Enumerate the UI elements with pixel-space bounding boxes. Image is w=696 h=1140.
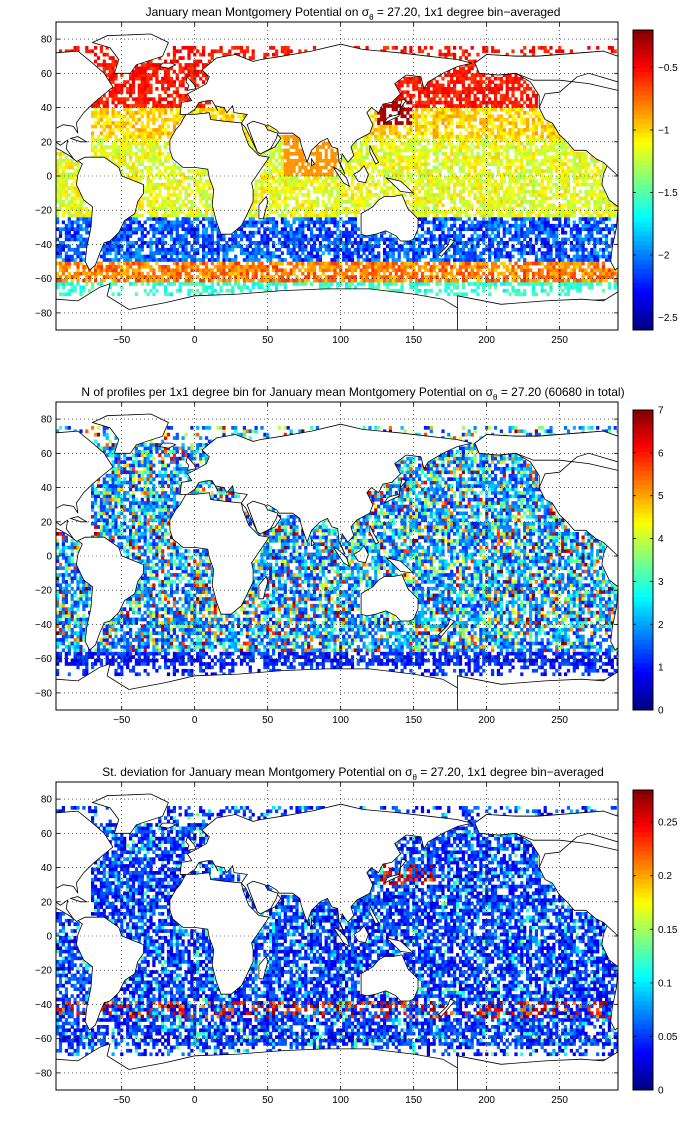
y-tick-label: 80: [41, 415, 53, 426]
y-tick-label: −80: [35, 1068, 52, 1079]
y-tick-label: 60: [41, 829, 53, 840]
chart-title: N of profiles per 1x1 degree bin for Jan…: [81, 385, 624, 402]
y-tick-label: −40: [35, 1000, 52, 1011]
chart-montgomery-potential: January mean Montgomery Potential on σθ …: [35, 5, 678, 346]
colorbar-tick-label: 0: [658, 1086, 664, 1097]
x-tick-label: −50: [113, 1095, 130, 1106]
y-tick-label: 0: [46, 172, 52, 183]
chart-title-tail: = 27.20 (60680 in total): [498, 385, 625, 399]
y-tick-label: 20: [41, 517, 53, 528]
grid-lines: [56, 402, 618, 710]
colorbar-tick-label: 0.2: [658, 871, 672, 882]
x-tick-label: 200: [478, 715, 495, 726]
y-tick-label: −60: [35, 1034, 52, 1045]
x-tick-label: −50: [113, 715, 130, 726]
grid-lines: [56, 22, 618, 330]
colorbar-tick-label: 1: [658, 663, 664, 674]
y-tick-label: −40: [35, 620, 52, 631]
chart-title-main: January mean Montgomery Potential on σ: [146, 5, 370, 19]
y-tick-label: −20: [35, 586, 52, 597]
y-tick-label: 20: [41, 137, 53, 148]
chart-title: January mean Montgomery Potential on σθ …: [146, 5, 561, 22]
y-tick-label: 80: [41, 795, 53, 806]
y-tick-label: 60: [41, 69, 53, 80]
colorbar-tick-label: −1: [658, 126, 670, 137]
x-tick-label: 150: [405, 335, 422, 346]
colorbar-tick-label: 0: [658, 706, 664, 717]
colorbar-tick-label: 4: [658, 534, 664, 545]
chart-standard-deviation: St. deviation for January mean Montgomer…: [35, 765, 678, 1106]
x-tick-label: 200: [478, 335, 495, 346]
coastlines: [56, 33, 618, 330]
y-tick-label: −80: [35, 688, 52, 699]
colorbar-tick-label: −2.5: [658, 313, 678, 324]
colorbar-tick-label: 7: [658, 406, 664, 417]
chart-title-main: N of profiles per 1x1 degree bin for Jan…: [81, 385, 493, 399]
x-tick-label: 250: [551, 335, 568, 346]
x-tick-label: 100: [332, 335, 349, 346]
panel-standard-deviation: St. deviation for January mean Montgomer…: [0, 760, 696, 1140]
panel-montgomery-potential: January mean Montgomery Potential on σθ …: [0, 0, 696, 380]
y-tick-label: 60: [41, 449, 53, 460]
colorbar-tick-label: 0.05: [658, 1032, 678, 1043]
chart-title-subscript: θ: [369, 13, 374, 22]
x-tick-label: 200: [478, 1095, 495, 1106]
y-tick-label: 40: [41, 863, 53, 874]
y-tick-label: −40: [35, 240, 52, 251]
y-tick-label: −20: [35, 206, 52, 217]
x-tick-label: 0: [192, 335, 198, 346]
y-tick-label: −20: [35, 966, 52, 977]
colorbar: 7 6 5 4 3 2 1 0: [632, 406, 664, 717]
x-tick-label: 150: [405, 1095, 422, 1106]
colorbar-tick-label: −0.5: [658, 63, 678, 74]
y-tick-label: 0: [46, 552, 52, 563]
colorbar-tick-label: −1.5: [658, 188, 678, 199]
colorbar-tick-label: 0.15: [658, 925, 678, 936]
colorbar-tick-label: 2: [658, 620, 664, 631]
x-tick-label: 150: [405, 715, 422, 726]
chart-title: St. deviation for January mean Montgomer…: [102, 765, 604, 782]
colorbar-tick-label: 5: [658, 491, 664, 502]
grid-lines: [56, 782, 618, 1090]
x-tick-label: 250: [551, 1095, 568, 1106]
colorbar-tick-label: −2: [658, 251, 670, 262]
x-tick-label: 100: [332, 715, 349, 726]
x-tick-label: 0: [192, 715, 198, 726]
x-tick-label: −50: [113, 335, 130, 346]
coastlines: [56, 413, 618, 710]
x-tick-label: 50: [262, 715, 274, 726]
y-tick-label: −80: [35, 308, 52, 319]
chart-title-subscript: θ: [493, 393, 498, 402]
panel-profile-count: N of profiles per 1x1 degree bin for Jan…: [0, 380, 696, 760]
x-tick-label: 250: [551, 715, 568, 726]
chart-title-tail: = 27.20, 1x1 degree bin−averaged: [417, 765, 604, 779]
x-tick-label: 100: [332, 1095, 349, 1106]
x-tick-label: 50: [262, 335, 274, 346]
chart-profile-count: N of profiles per 1x1 degree bin for Jan…: [35, 385, 664, 726]
y-tick-label: 40: [41, 103, 53, 114]
y-tick-label: 0: [46, 932, 52, 943]
chart-title-main: St. deviation for January mean Montgomer…: [102, 765, 413, 779]
y-tick-label: −60: [35, 274, 52, 285]
y-tick-label: 80: [41, 35, 53, 46]
colorbar-tick-label: 3: [658, 577, 664, 588]
y-tick-label: −60: [35, 654, 52, 665]
y-tick-label: 20: [41, 897, 53, 908]
x-tick-label: 0: [192, 1095, 198, 1106]
colorbar-tick-label: 6: [658, 448, 664, 459]
x-tick-label: 50: [262, 1095, 274, 1106]
chart-title-subscript: θ: [412, 773, 417, 782]
coastlines: [56, 793, 618, 1090]
colorbar-tick-label: 0.25: [658, 818, 678, 829]
chart-title-tail: = 27.20, 1x1 degree bin−averaged: [374, 5, 561, 19]
colorbar: 0.25 0.2 0.15 0.1 0.05 0: [632, 789, 678, 1097]
y-tick-label: 40: [41, 483, 53, 494]
colorbar: −0.5 −1 −1.5 −2 −2.5: [632, 29, 678, 331]
colorbar-tick-label: 0.1: [658, 978, 672, 989]
